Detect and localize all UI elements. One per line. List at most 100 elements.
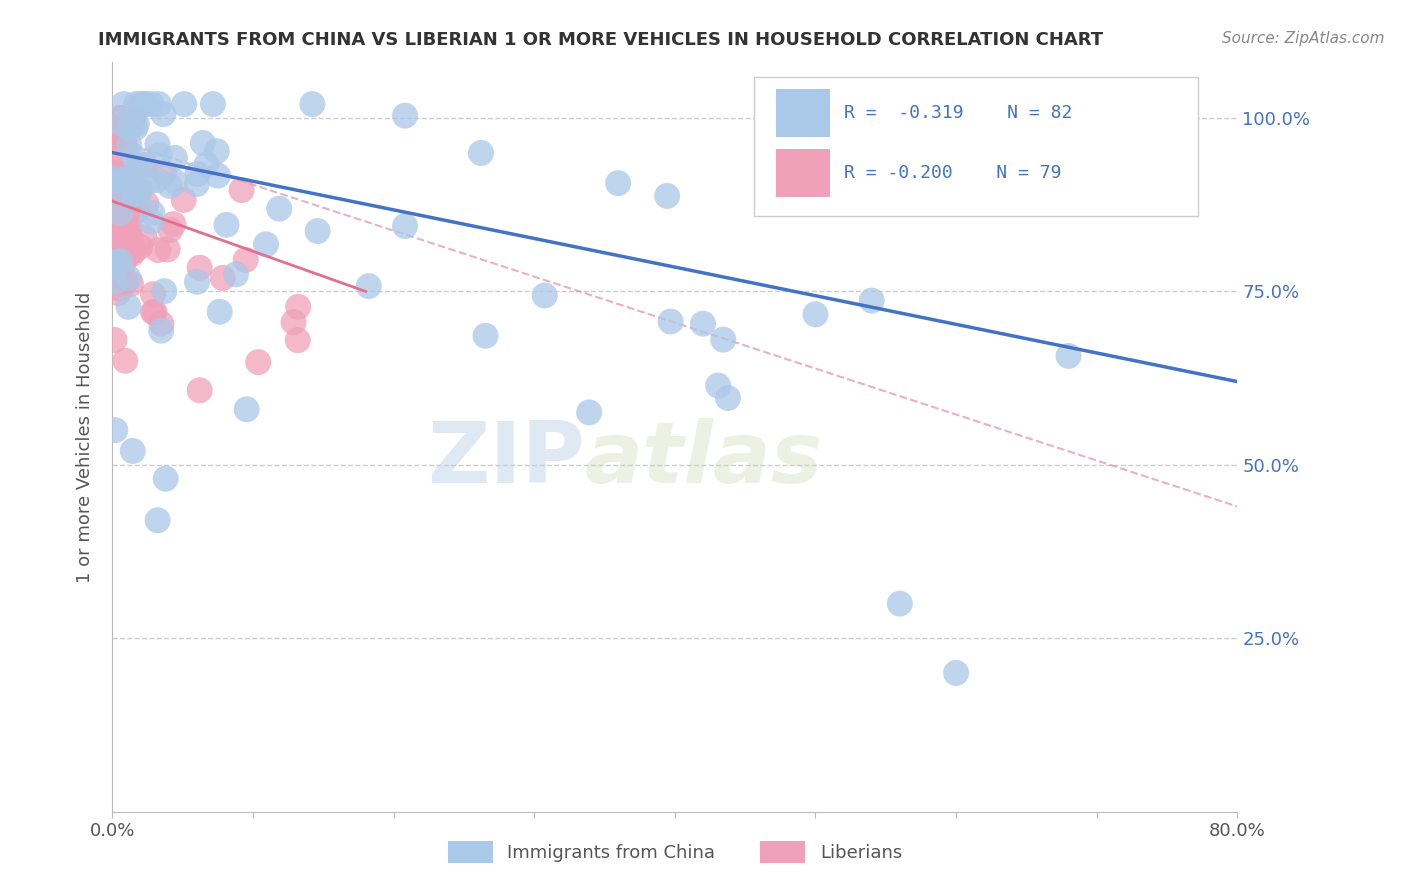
Point bbox=[357, 279, 380, 293]
FancyBboxPatch shape bbox=[776, 88, 830, 137]
Point bbox=[191, 136, 214, 150]
Point bbox=[104, 275, 127, 289]
Point bbox=[110, 254, 132, 268]
Point bbox=[150, 317, 173, 331]
Point bbox=[134, 97, 156, 112]
Point bbox=[165, 175, 187, 189]
Point bbox=[110, 116, 132, 130]
Point bbox=[117, 213, 139, 227]
Point bbox=[105, 220, 128, 235]
Point bbox=[108, 281, 131, 295]
Point bbox=[122, 111, 145, 125]
Point bbox=[103, 259, 125, 273]
Point bbox=[235, 402, 257, 417]
Point bbox=[112, 97, 135, 112]
Point bbox=[104, 204, 127, 219]
Point bbox=[122, 149, 145, 163]
Point bbox=[141, 206, 163, 220]
Point bbox=[107, 252, 129, 266]
Point bbox=[173, 193, 195, 207]
Point bbox=[247, 355, 270, 369]
Point bbox=[1057, 349, 1080, 363]
Point bbox=[118, 193, 141, 207]
Point bbox=[125, 204, 148, 219]
Point bbox=[208, 305, 231, 319]
Point bbox=[118, 194, 141, 208]
Point bbox=[115, 193, 138, 207]
Point bbox=[125, 159, 148, 173]
Point bbox=[155, 472, 177, 486]
Point bbox=[148, 97, 170, 112]
Point bbox=[114, 140, 136, 154]
Point bbox=[117, 300, 139, 314]
Point bbox=[110, 111, 132, 125]
Text: R =  -0.319    N = 82: R = -0.319 N = 82 bbox=[844, 104, 1071, 122]
Point bbox=[110, 247, 132, 261]
Point bbox=[107, 254, 129, 268]
Point bbox=[945, 665, 967, 680]
Text: ZIP: ZIP bbox=[427, 418, 585, 501]
Point bbox=[150, 324, 173, 338]
Point bbox=[135, 196, 157, 211]
Point bbox=[657, 189, 679, 203]
Point bbox=[205, 144, 228, 158]
Point bbox=[717, 391, 740, 405]
Point bbox=[111, 182, 134, 196]
Point bbox=[146, 173, 169, 187]
Text: R = -0.200    N = 79: R = -0.200 N = 79 bbox=[844, 164, 1062, 182]
Point bbox=[889, 597, 911, 611]
Point bbox=[141, 97, 163, 112]
Point bbox=[804, 307, 827, 321]
Point bbox=[474, 328, 496, 343]
Point bbox=[215, 218, 238, 232]
Point bbox=[103, 166, 125, 180]
Point bbox=[124, 187, 146, 202]
Point bbox=[103, 161, 125, 176]
Point bbox=[128, 159, 150, 173]
Point bbox=[103, 161, 125, 176]
Point bbox=[146, 137, 169, 152]
Point bbox=[103, 174, 125, 188]
Point bbox=[188, 384, 211, 398]
Point bbox=[118, 271, 141, 285]
Text: Source: ZipAtlas.com: Source: ZipAtlas.com bbox=[1222, 31, 1385, 46]
Point bbox=[108, 111, 131, 125]
Point bbox=[607, 176, 630, 190]
Point bbox=[103, 202, 125, 217]
FancyBboxPatch shape bbox=[754, 78, 1198, 216]
Point bbox=[118, 121, 141, 136]
Point bbox=[153, 166, 176, 180]
Text: IMMIGRANTS FROM CHINA VS LIBERIAN 1 OR MORE VEHICLES IN HOUSEHOLD CORRELATION CH: IMMIGRANTS FROM CHINA VS LIBERIAN 1 OR M… bbox=[98, 31, 1104, 49]
Point bbox=[186, 177, 208, 191]
Point bbox=[125, 117, 148, 131]
Point bbox=[121, 444, 143, 458]
Point bbox=[129, 97, 152, 112]
Point bbox=[146, 513, 169, 527]
Point bbox=[159, 223, 181, 237]
Point bbox=[107, 286, 129, 301]
Point bbox=[470, 145, 492, 160]
Point bbox=[134, 158, 156, 172]
Point bbox=[107, 251, 129, 265]
Point bbox=[163, 151, 186, 165]
Point bbox=[118, 220, 141, 235]
Point bbox=[142, 305, 165, 319]
Point bbox=[235, 252, 257, 267]
Point bbox=[125, 97, 148, 112]
Point bbox=[103, 244, 125, 258]
Point bbox=[159, 178, 181, 193]
Point bbox=[111, 200, 134, 214]
Point bbox=[394, 109, 416, 123]
Point bbox=[578, 405, 600, 419]
Point bbox=[114, 276, 136, 290]
Point bbox=[142, 287, 165, 301]
Point bbox=[103, 117, 125, 131]
Point bbox=[134, 230, 156, 244]
Point bbox=[692, 317, 714, 331]
Point bbox=[207, 169, 229, 183]
Point bbox=[211, 271, 233, 285]
Point bbox=[188, 260, 211, 275]
Point bbox=[186, 275, 208, 289]
Point bbox=[195, 157, 218, 171]
Text: atlas: atlas bbox=[585, 418, 823, 501]
